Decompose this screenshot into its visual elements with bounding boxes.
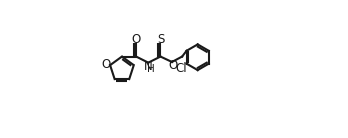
Text: N: N [144,60,153,73]
Text: S: S [157,33,164,46]
Text: O: O [102,58,111,71]
Text: H: H [147,64,155,74]
Text: O: O [168,59,177,72]
Text: Cl: Cl [176,62,187,75]
Text: O: O [132,33,141,46]
